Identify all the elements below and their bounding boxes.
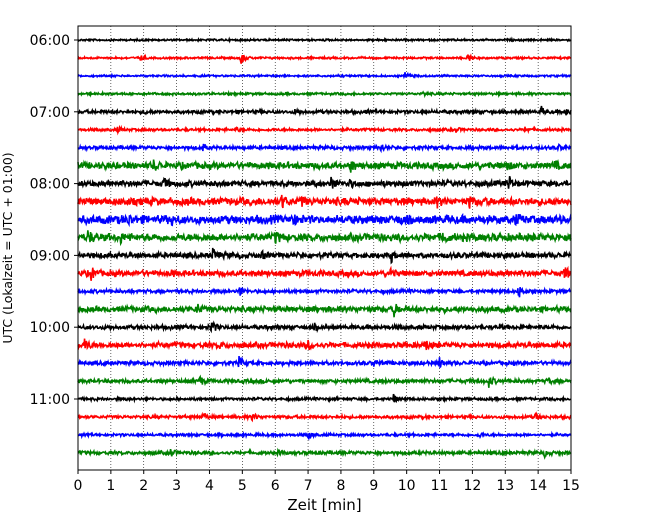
x-tick-label: 14 — [529, 478, 547, 494]
x-tick-label: 8 — [336, 478, 345, 494]
y-tick-label: 09:00 — [30, 248, 70, 264]
trace-1100 — [77, 393, 572, 404]
y-tick-label: 08:00 — [30, 177, 70, 193]
x-tick-label: 12 — [463, 478, 481, 494]
x-tick-label: 10 — [398, 478, 416, 494]
trace-0845 — [77, 230, 572, 247]
x-tick-label: 2 — [139, 478, 148, 494]
trace-0745 — [77, 159, 572, 173]
trace-0815 — [77, 194, 572, 209]
trace-0615 — [77, 53, 572, 64]
trace-0945 — [77, 303, 572, 318]
x-tick-label: 0 — [74, 478, 83, 494]
trace-0715 — [77, 124, 572, 136]
y-tick-label: 11:00 — [30, 392, 70, 408]
x-tick-label: 6 — [271, 478, 280, 494]
trace-0900 — [77, 247, 572, 265]
x-tick-label: 9 — [369, 478, 378, 494]
y-tick-label: 06:00 — [30, 33, 70, 49]
x-tick-label: 3 — [172, 478, 181, 494]
plot-frame — [77, 25, 572, 471]
x-tick-label: 4 — [205, 478, 214, 494]
trace-0730 — [77, 142, 572, 154]
grid-lines — [110, 26, 539, 470]
x-tick-label: 13 — [496, 478, 514, 494]
trace-1130 — [77, 430, 572, 441]
y-tick-label: 10:00 — [30, 320, 70, 336]
trace-0645 — [77, 89, 572, 99]
trace-0915 — [77, 265, 572, 281]
x-tick-label: 1 — [106, 478, 115, 494]
trace-1115 — [77, 411, 572, 423]
trace-lines — [77, 36, 572, 460]
x-tick-label: 7 — [304, 478, 313, 494]
trace-1145 — [77, 447, 572, 460]
trace-0700 — [77, 105, 572, 117]
y-axis: 06:00 07:00 08:00 09:00 10:00 11:00 — [30, 33, 78, 408]
x-tick-label: 11 — [431, 478, 449, 494]
trace-0800 — [77, 175, 572, 190]
trace-1045 — [77, 374, 572, 388]
trace-1015 — [77, 338, 572, 351]
trace-0930 — [77, 286, 572, 298]
y-tick-label: 07:00 — [30, 105, 70, 121]
trace-0600 — [77, 36, 572, 44]
trace-1030 — [77, 356, 572, 369]
x-tick-label: 15 — [562, 478, 580, 494]
trace-0830 — [77, 212, 572, 228]
trace-0630 — [77, 71, 572, 80]
x-axis: 0 1 2 3 4 5 6 7 8 9 10 11 12 13 14 15 — [74, 470, 580, 494]
x-tick-label: 5 — [238, 478, 247, 494]
x-axis-title: Zeit [min] — [287, 496, 361, 514]
trace-1000 — [77, 320, 572, 334]
y-axis-title: UTC (Lokalzeit = UTC + 01:00) — [0, 152, 15, 343]
